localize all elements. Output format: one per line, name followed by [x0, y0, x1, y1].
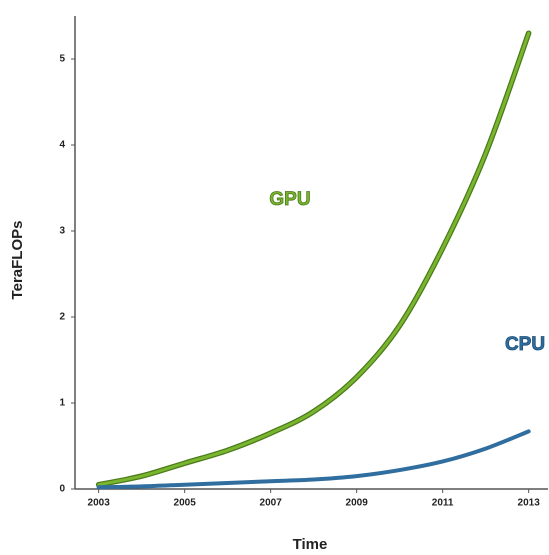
y-tick-label: 4	[59, 140, 65, 151]
x-axis-title: Time	[293, 536, 328, 553]
series-label: CPU	[505, 334, 545, 355]
series-label: GPU	[269, 189, 310, 210]
line	[97, 31, 531, 487]
y-tick-label: 5	[59, 54, 65, 65]
line	[96, 429, 531, 490]
line-outline	[95, 30, 532, 488]
y-tick-label: 3	[59, 226, 65, 237]
x-tick-label: 2007	[260, 498, 283, 509]
x-tick-label: 2011	[432, 498, 454, 509]
y-tick-label: 2	[59, 312, 65, 323]
y-tick-label: 0	[59, 484, 65, 495]
y-tick-label: 1	[59, 398, 65, 409]
x-tick-label: 2003	[88, 498, 111, 509]
x-tick-label: 2013	[518, 498, 541, 509]
x-tick-label: 2005	[174, 498, 197, 509]
x-tick-label: 2009	[346, 498, 369, 509]
y-axis-title: TeraFLOPs	[9, 221, 26, 300]
